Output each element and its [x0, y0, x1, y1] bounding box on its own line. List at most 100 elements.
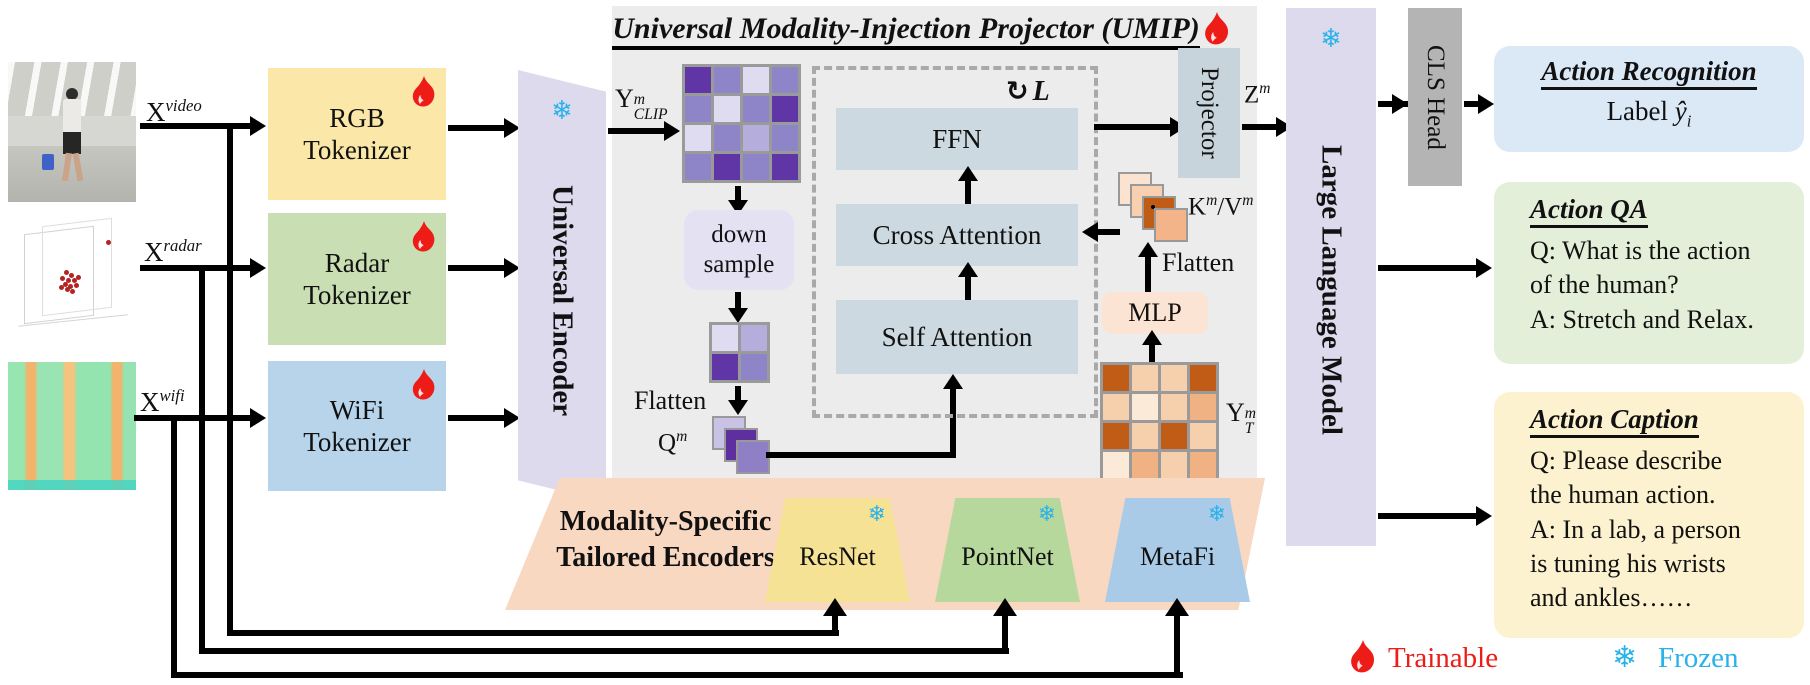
pointnet-label: PointNet — [961, 542, 1054, 571]
kv-token — [1154, 208, 1188, 242]
matrix-cell — [741, 354, 767, 380]
matrix-cell — [1103, 423, 1129, 449]
arrow-kv-to-crossattention — [1082, 222, 1098, 242]
person-head — [66, 88, 78, 100]
matrix-cell — [772, 125, 798, 151]
arrow-wifitok-to-encoder — [448, 415, 506, 421]
radar-input-label: Xradar — [144, 236, 202, 267]
arrow-yt-to-mlp — [1149, 343, 1155, 362]
matrix-cell — [685, 125, 711, 151]
matrix-cell — [1161, 452, 1187, 478]
matrix-cell — [714, 154, 740, 180]
arrow-projector-to-llm — [1242, 124, 1276, 130]
arrow-kv-to-crossattention — [1098, 229, 1120, 235]
legend-trainable: Trainable — [1388, 642, 1499, 674]
legend-frozen: Frozen — [1658, 642, 1739, 674]
arrow-llm-to-caption — [1378, 513, 1480, 519]
pointnet-encoder: PointNet ❄ — [935, 498, 1080, 602]
matrix-cell — [714, 67, 740, 93]
arrow-wifi-to-tokenizer — [250, 408, 266, 428]
q-token — [736, 440, 770, 474]
arrow-wifitok-to-encoder — [504, 408, 520, 428]
snowflake-icon: ❄ — [1037, 502, 1056, 527]
llm-box: ❄ Large Language Model — [1286, 8, 1376, 546]
radar-input-image — [8, 212, 136, 350]
matrix-cell — [1132, 365, 1158, 391]
mlp-box: MLP — [1102, 292, 1208, 334]
z-label: Zm — [1244, 80, 1271, 109]
arrow-wifi-to-tokenizer — [134, 415, 252, 421]
matrix-cell — [741, 325, 767, 351]
matrix-cell — [1132, 452, 1158, 478]
llm-label: Large Language Model — [1315, 145, 1348, 435]
transformer-loop-block — [812, 66, 1098, 418]
matrix-cell — [743, 67, 769, 93]
snowflake-icon: ❄ — [1612, 640, 1638, 675]
matrix-cell — [712, 354, 738, 380]
arrow-encoder-to-clipmatrix — [608, 128, 666, 134]
arrow-block-to-projector — [1094, 124, 1170, 130]
caption-line: Q: Please describe — [1530, 446, 1723, 476]
action-qa-title: Action QA — [1530, 194, 1648, 229]
arrow-self-to-cross — [958, 262, 978, 277]
projector-label: Projector — [1196, 67, 1223, 159]
kv-label: Km/Vm — [1188, 192, 1254, 221]
self-attention-box: Self Attention — [836, 300, 1078, 374]
matrix-cell — [743, 125, 769, 151]
loop-icon: ↻ L — [1006, 76, 1050, 107]
tailored-feature-matrix — [1100, 362, 1219, 481]
arrow-clip-to-downsample — [735, 186, 741, 202]
snowflake-icon: ❄ — [551, 96, 573, 126]
loop-count-label: L — [1032, 76, 1050, 107]
route-wifi-to-metafi — [1165, 598, 1189, 616]
person-torso — [63, 99, 81, 133]
down-sample-label: sample — [703, 251, 775, 278]
matrix-cell — [1103, 452, 1129, 478]
radar-tokenizer-box: Radar Tokenizer — [268, 213, 446, 345]
matrix-cell — [1132, 423, 1158, 449]
arrow-llm-to-qa — [1476, 258, 1492, 278]
matrix-cell — [1190, 394, 1216, 420]
arrow-radartok-to-encoder — [504, 258, 520, 278]
arrow-cross-to-ffn — [965, 180, 971, 204]
arrow-llm-to-cls — [1392, 94, 1408, 114]
matrix-cell — [1161, 423, 1187, 449]
arrow-cls-to-recognition — [1464, 101, 1482, 107]
action-recognition-title: Action Recognition — [1541, 56, 1757, 91]
wifi-tokenizer-label: WiFi — [329, 394, 385, 425]
wifi-input-label: Xwifi — [140, 386, 185, 417]
down-sample-label: down — [711, 221, 767, 248]
snowflake-icon: ❄ — [1207, 502, 1226, 527]
qa-line: A: Stretch and Relax. — [1530, 304, 1754, 334]
metafi-encoder: MetaFi ❄ — [1105, 498, 1250, 602]
matrix-cell — [685, 67, 711, 93]
matrix-cell — [743, 154, 769, 180]
route-video-to-resnet — [227, 126, 233, 636]
matrix-cell — [772, 67, 798, 93]
action-caption-title: Action Caption — [1530, 404, 1699, 439]
radar-point-cloud — [64, 270, 69, 275]
umip-title-text: Universal Modality-Injection Projector (… — [612, 12, 1200, 50]
matrix-cell — [1132, 394, 1158, 420]
radar-tokenizer-label: Tokenizer — [303, 280, 411, 310]
projector-box: Projector — [1178, 48, 1240, 178]
action-qa-box: Action QA Q: What is the action of the h… — [1494, 182, 1804, 364]
arrow-downsample-to-small — [735, 292, 741, 310]
matrix-cell — [1190, 365, 1216, 391]
arrow-small-to-qtokens — [735, 386, 741, 402]
umip-title: Universal Modality-Injection Projector (… — [612, 12, 1232, 50]
caption-line: is tuning his wrists — [1530, 548, 1726, 578]
matrix-cell — [1103, 365, 1129, 391]
resnet-label: ResNet — [799, 542, 876, 571]
fire-icon — [412, 76, 435, 107]
arrow-radar-to-tokenizer — [140, 265, 252, 271]
matrix-cell — [1161, 365, 1187, 391]
arrow-radartok-to-encoder — [448, 265, 506, 271]
caption-line: A: In a lab, a person — [1530, 514, 1741, 544]
matrix-cell — [1161, 394, 1187, 420]
route-video-to-resnet — [227, 630, 839, 636]
arrow-cross-to-ffn — [958, 166, 978, 181]
route-video-to-resnet — [823, 598, 847, 616]
